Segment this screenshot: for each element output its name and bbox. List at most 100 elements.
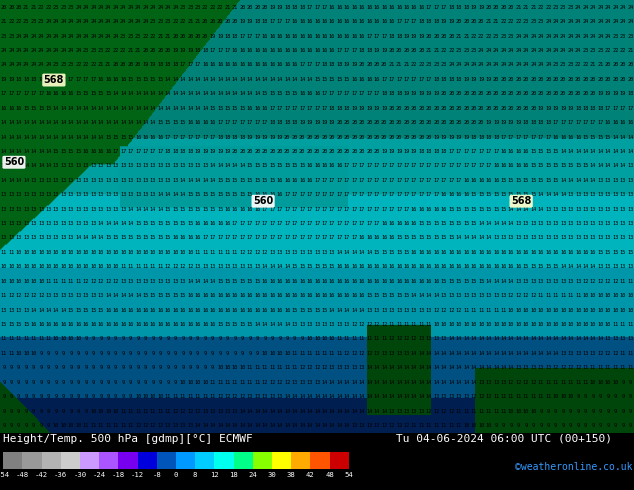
Text: 17: 17 bbox=[426, 192, 432, 197]
Text: 15: 15 bbox=[292, 264, 298, 270]
Text: 24: 24 bbox=[619, 5, 626, 10]
Text: 30: 30 bbox=[268, 472, 276, 478]
Text: 13: 13 bbox=[493, 293, 499, 298]
Text: 16: 16 bbox=[619, 120, 626, 125]
Text: 14: 14 bbox=[470, 351, 477, 356]
Text: 16: 16 bbox=[366, 279, 372, 284]
Text: 18: 18 bbox=[583, 106, 588, 111]
Text: 9: 9 bbox=[99, 394, 102, 399]
Text: 13: 13 bbox=[46, 236, 51, 241]
Text: 13: 13 bbox=[8, 207, 15, 212]
Text: 10: 10 bbox=[530, 308, 536, 313]
Text: 11: 11 bbox=[478, 308, 484, 313]
Text: 9: 9 bbox=[189, 351, 191, 356]
Text: 13: 13 bbox=[619, 337, 626, 342]
Text: 16: 16 bbox=[150, 322, 156, 327]
Text: 11: 11 bbox=[515, 394, 522, 399]
Text: 17: 17 bbox=[30, 91, 37, 96]
Text: 14: 14 bbox=[493, 337, 499, 342]
Text: 12: 12 bbox=[195, 409, 201, 414]
Text: 9: 9 bbox=[92, 380, 95, 385]
Text: 15: 15 bbox=[179, 207, 186, 212]
Text: 12: 12 bbox=[448, 308, 455, 313]
Text: 14: 14 bbox=[157, 207, 164, 212]
Text: 11: 11 bbox=[470, 308, 477, 313]
Text: 14: 14 bbox=[53, 120, 59, 125]
Text: 16: 16 bbox=[247, 207, 253, 212]
Text: 19: 19 bbox=[306, 120, 313, 125]
Text: 14: 14 bbox=[195, 106, 201, 111]
Text: 16: 16 bbox=[105, 308, 112, 313]
Text: 19: 19 bbox=[605, 91, 611, 96]
Text: 13: 13 bbox=[53, 163, 59, 169]
Text: 9: 9 bbox=[92, 351, 95, 356]
Text: 24: 24 bbox=[249, 472, 257, 478]
Text: 19: 19 bbox=[195, 149, 201, 154]
Text: 9: 9 bbox=[158, 351, 162, 356]
Text: 9: 9 bbox=[584, 394, 587, 399]
Text: 18: 18 bbox=[30, 77, 37, 82]
Text: 13: 13 bbox=[60, 236, 67, 241]
Text: 14: 14 bbox=[456, 236, 462, 241]
Text: 9: 9 bbox=[592, 394, 595, 399]
Text: 16: 16 bbox=[202, 62, 208, 68]
Text: 14: 14 bbox=[612, 135, 619, 140]
Text: 20: 20 bbox=[560, 77, 566, 82]
Text: 16: 16 bbox=[329, 48, 335, 53]
Text: 23: 23 bbox=[8, 33, 15, 39]
Text: 11: 11 bbox=[567, 380, 574, 385]
Text: 13: 13 bbox=[605, 221, 611, 226]
Text: 9: 9 bbox=[136, 380, 139, 385]
Text: 16: 16 bbox=[269, 33, 275, 39]
Text: 17: 17 bbox=[403, 192, 410, 197]
Text: 18: 18 bbox=[433, 19, 439, 24]
Text: 10: 10 bbox=[60, 264, 67, 270]
Text: 24: 24 bbox=[605, 33, 611, 39]
Text: 16: 16 bbox=[530, 250, 536, 255]
Text: 13: 13 bbox=[567, 351, 574, 356]
Text: 13: 13 bbox=[612, 264, 619, 270]
Text: 16: 16 bbox=[359, 293, 365, 298]
Text: 15: 15 bbox=[373, 250, 380, 255]
Text: 13: 13 bbox=[68, 221, 74, 226]
Text: 16: 16 bbox=[478, 264, 484, 270]
Text: 9: 9 bbox=[158, 380, 162, 385]
Text: 19: 19 bbox=[553, 106, 559, 111]
Text: 20: 20 bbox=[403, 48, 410, 53]
Text: 13: 13 bbox=[90, 163, 96, 169]
Text: 18: 18 bbox=[232, 135, 238, 140]
Text: 14: 14 bbox=[239, 423, 245, 428]
Text: 16: 16 bbox=[351, 19, 358, 24]
Text: 16: 16 bbox=[344, 33, 350, 39]
Text: 16: 16 bbox=[314, 293, 320, 298]
Text: 13: 13 bbox=[344, 365, 350, 370]
Text: 14: 14 bbox=[567, 264, 574, 270]
Text: 15: 15 bbox=[224, 178, 231, 183]
Text: 12: 12 bbox=[470, 394, 477, 399]
Text: 16: 16 bbox=[292, 293, 298, 298]
Text: 13: 13 bbox=[254, 394, 261, 399]
Text: 14: 14 bbox=[292, 394, 298, 399]
Text: 14: 14 bbox=[276, 264, 283, 270]
Text: 14: 14 bbox=[292, 409, 298, 414]
Text: 14: 14 bbox=[530, 351, 536, 356]
Text: 15: 15 bbox=[470, 221, 477, 226]
Text: 17: 17 bbox=[403, 77, 410, 82]
Text: 13: 13 bbox=[441, 337, 447, 342]
Text: 13: 13 bbox=[515, 236, 522, 241]
Text: 18: 18 bbox=[478, 135, 484, 140]
Text: 20: 20 bbox=[351, 149, 358, 154]
Text: 12: 12 bbox=[165, 264, 171, 270]
Text: 20: 20 bbox=[627, 77, 633, 82]
Text: 15: 15 bbox=[627, 250, 633, 255]
Text: 13: 13 bbox=[98, 192, 104, 197]
Text: 9: 9 bbox=[92, 394, 95, 399]
Text: -36: -36 bbox=[54, 472, 67, 478]
Text: 13: 13 bbox=[545, 365, 552, 370]
Text: 13: 13 bbox=[627, 236, 633, 241]
Text: 14: 14 bbox=[262, 77, 268, 82]
Text: 10: 10 bbox=[583, 322, 588, 327]
Text: 16: 16 bbox=[195, 293, 201, 298]
Text: 11: 11 bbox=[486, 308, 492, 313]
Text: 14: 14 bbox=[60, 106, 67, 111]
